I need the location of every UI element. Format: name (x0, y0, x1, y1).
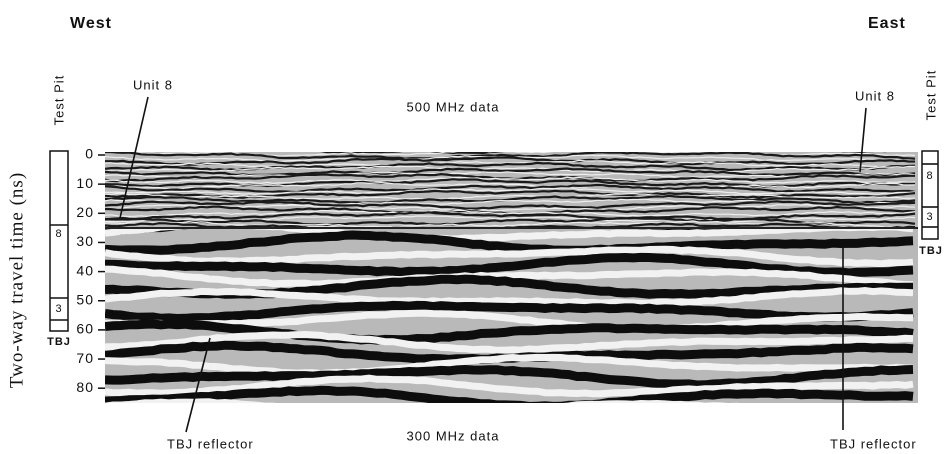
tick-label: 60 (76, 321, 94, 337)
radargram (105, 146, 918, 417)
reflector-annotation: TBJ reflector (830, 436, 917, 451)
test-pit-title: Test Pit (923, 70, 938, 121)
tick-label: 50 (76, 291, 94, 307)
test-pit-base: TBJ (47, 336, 71, 348)
layer-label: 8 (926, 170, 933, 182)
layer-label: 3 (926, 211, 933, 223)
tick-label: 10 (76, 175, 94, 191)
unit-annotation: Unit 8 (855, 88, 895, 103)
tick-label: 20 (76, 204, 94, 220)
layer-label: 8 (55, 228, 62, 240)
tick-label: 30 (76, 233, 94, 249)
test-pit-title: Test Pit (51, 75, 66, 126)
test-pit-base: TBJ (919, 245, 943, 257)
tick-label: 70 (76, 350, 94, 366)
lower-panel-label: 300 MHz data (407, 428, 500, 443)
west-label: West (70, 15, 112, 32)
unit-annotation: Unit 8 (133, 77, 173, 92)
lower-radargram (105, 216, 913, 418)
tick-label: 40 (76, 262, 94, 278)
tick-label: 80 (76, 379, 94, 395)
figure: West East 500 MHz data 300 MHz data Two-… (0, 0, 950, 454)
reflector-annotation: TBJ reflector (167, 436, 254, 451)
axis-label: Two-way travel time (ns) (6, 172, 27, 388)
layer-label: 3 (55, 303, 62, 315)
axis-ticks: 0 10 20 30 40 50 60 70 80 (76, 146, 105, 395)
upper-panel-label: 500 MHz data (407, 99, 500, 114)
east-label: East (868, 15, 906, 32)
reflection-band (105, 402, 913, 418)
tick-label: 0 (85, 146, 94, 162)
